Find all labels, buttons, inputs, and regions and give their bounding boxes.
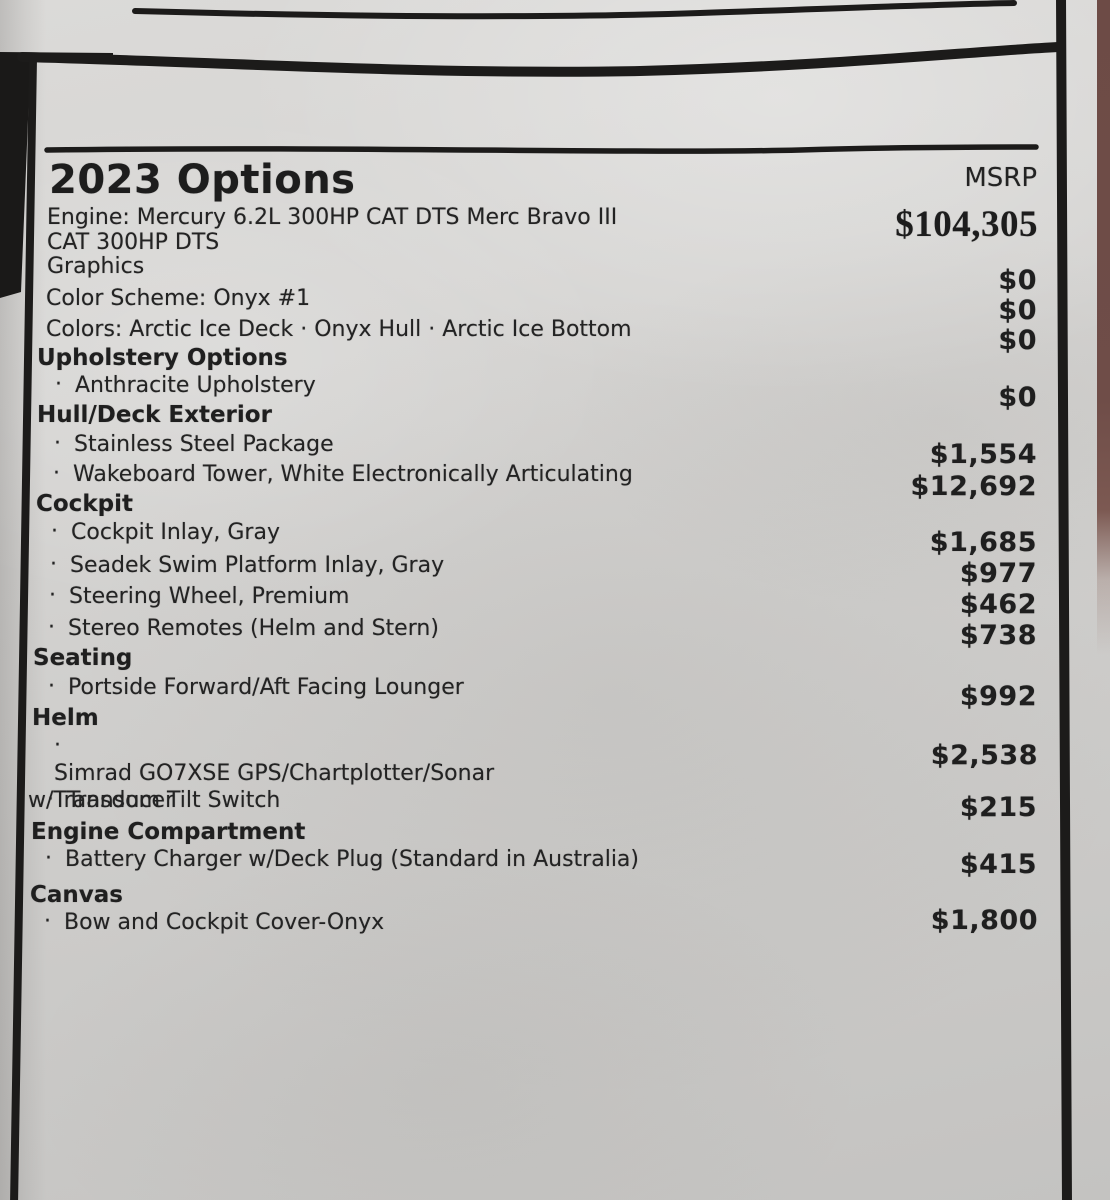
option-label: Battery Charger w/Deck Plug (Standard in… bbox=[65, 847, 639, 872]
bullet-dot: · bbox=[55, 372, 62, 397]
header-divider-rule bbox=[44, 144, 1039, 154]
option-label: Engine: Mercury 6.2L 300HP CAT DTS Merc … bbox=[47, 205, 618, 230]
option-label: Stereo Remotes (Helm and Stern) bbox=[68, 616, 439, 641]
section-header: Engine Compartment bbox=[31, 819, 306, 845]
option-price: $415 bbox=[959, 849, 1037, 880]
table-surface-right-edge bbox=[1097, 0, 1110, 660]
option-item: · Anthracite Upholstery bbox=[55, 372, 316, 399]
option-price: $1,685 bbox=[929, 527, 1037, 558]
option-price: $977 bbox=[959, 558, 1037, 589]
option-label: Bow and Cockpit Cover-Onyx bbox=[64, 910, 385, 935]
option-price: $738 bbox=[959, 620, 1037, 651]
option-item: · Stereo Remotes (Helm and Stern) bbox=[48, 615, 439, 642]
option-price: $0 bbox=[998, 382, 1037, 413]
option-item: · Seadek Swim Platform Inlay, Gray bbox=[50, 552, 444, 579]
bullet-dot: · bbox=[54, 431, 61, 456]
option-price: $2,538 bbox=[930, 740, 1038, 771]
option-line: Graphics bbox=[47, 254, 145, 279]
section-header: Seating bbox=[33, 645, 133, 671]
option-label: Seadek Swim Platform Inlay, Gray bbox=[70, 553, 445, 578]
option-label: Anthracite Upholstery bbox=[75, 373, 316, 398]
option-label: Wakeboard Tower, White Electronically Ar… bbox=[73, 462, 633, 487]
bullet-dot: · bbox=[50, 552, 57, 577]
option-item: · Battery Charger w/Deck Plug (Standard i… bbox=[45, 846, 639, 873]
section-header: Cockpit bbox=[36, 491, 133, 517]
option-price: $992 bbox=[959, 681, 1037, 712]
box-right-border bbox=[1056, 0, 1072, 1200]
option-label: Cockpit Inlay, Gray bbox=[71, 520, 280, 545]
section-header: Helm bbox=[32, 705, 99, 731]
option-price: $0 bbox=[998, 295, 1037, 326]
section-header: Canvas bbox=[30, 882, 123, 908]
option-item: · Stainless Steel Package bbox=[54, 431, 334, 458]
option-label: Steering Wheel, Premium bbox=[69, 584, 350, 609]
option-price: $462 bbox=[959, 589, 1037, 620]
msrp-column-label: MSRP bbox=[964, 163, 1037, 193]
option-item: · Simrad GO7XSE GPS/Chartplotter/Sonar w/… bbox=[28, 733, 494, 814]
option-item: · Wakeboard Tower, White Electronically A… bbox=[53, 461, 633, 488]
option-line: Color Scheme: Onyx #1 bbox=[46, 286, 311, 311]
bullet-dot: · bbox=[48, 615, 55, 640]
option-label: Portside Forward/Aft Facing Lounger bbox=[68, 675, 464, 700]
option-line: Colors: Arctic Ice Deck · Onyx Hull · Ar… bbox=[46, 317, 632, 342]
option-price: $215 bbox=[959, 792, 1037, 823]
box-top-border bbox=[17, 42, 1063, 77]
box-left-border bbox=[10, 54, 37, 1200]
option-item: · Steering Wheel, Premium bbox=[49, 583, 349, 610]
option-item: · Cockpit Inlay, Gray bbox=[51, 519, 280, 546]
bullet-dot: · bbox=[51, 519, 58, 544]
option-line-engine: Engine: Mercury 6.2L 300HP CAT DTS Merc … bbox=[47, 205, 617, 255]
bullet-dot: · bbox=[48, 674, 55, 699]
bullet-dot: · bbox=[47, 787, 54, 812]
option-item: · Portside Forward/Aft Facing Lounger bbox=[48, 674, 464, 701]
bullet-dot: · bbox=[49, 583, 56, 608]
option-item: · Bow and Cockpit Cover-Onyx bbox=[44, 909, 384, 936]
option-item: · Transom Tilt Switch bbox=[47, 787, 280, 814]
option-price: $1,800 bbox=[930, 905, 1038, 936]
option-price: $12,692 bbox=[910, 471, 1037, 502]
option-label: Transom Tilt Switch bbox=[67, 788, 281, 813]
section-header: Hull/Deck Exterior bbox=[37, 402, 272, 428]
background-corner-wedge bbox=[0, 52, 113, 298]
msrp-price: $104,305 bbox=[895, 204, 1038, 245]
bullet-dot: · bbox=[45, 846, 52, 871]
option-label-wrap: CAT 300HP DTS bbox=[47, 230, 220, 255]
bullet-dot: · bbox=[44, 909, 51, 934]
page-title: 2023 Options bbox=[49, 157, 356, 203]
option-price: $1,554 bbox=[929, 439, 1037, 470]
option-label-wrap: w/Transducer bbox=[28, 788, 175, 813]
option-price: $0 bbox=[998, 265, 1037, 296]
option-label: Stainless Steel Package bbox=[74, 432, 334, 457]
section-header: Upholstery Options bbox=[37, 345, 288, 371]
option-label: · Simrad GO7XSE GPS/Chartplotter/Sonar bbox=[28, 733, 494, 787]
option-price: $0 bbox=[998, 325, 1037, 356]
bullet-dot: · bbox=[54, 733, 61, 758]
top-thin-rule bbox=[132, 0, 1017, 20]
bullet-dot: · bbox=[53, 461, 60, 486]
option-label-line1: Simrad GO7XSE GPS/Chartplotter/Sonar bbox=[54, 761, 495, 786]
